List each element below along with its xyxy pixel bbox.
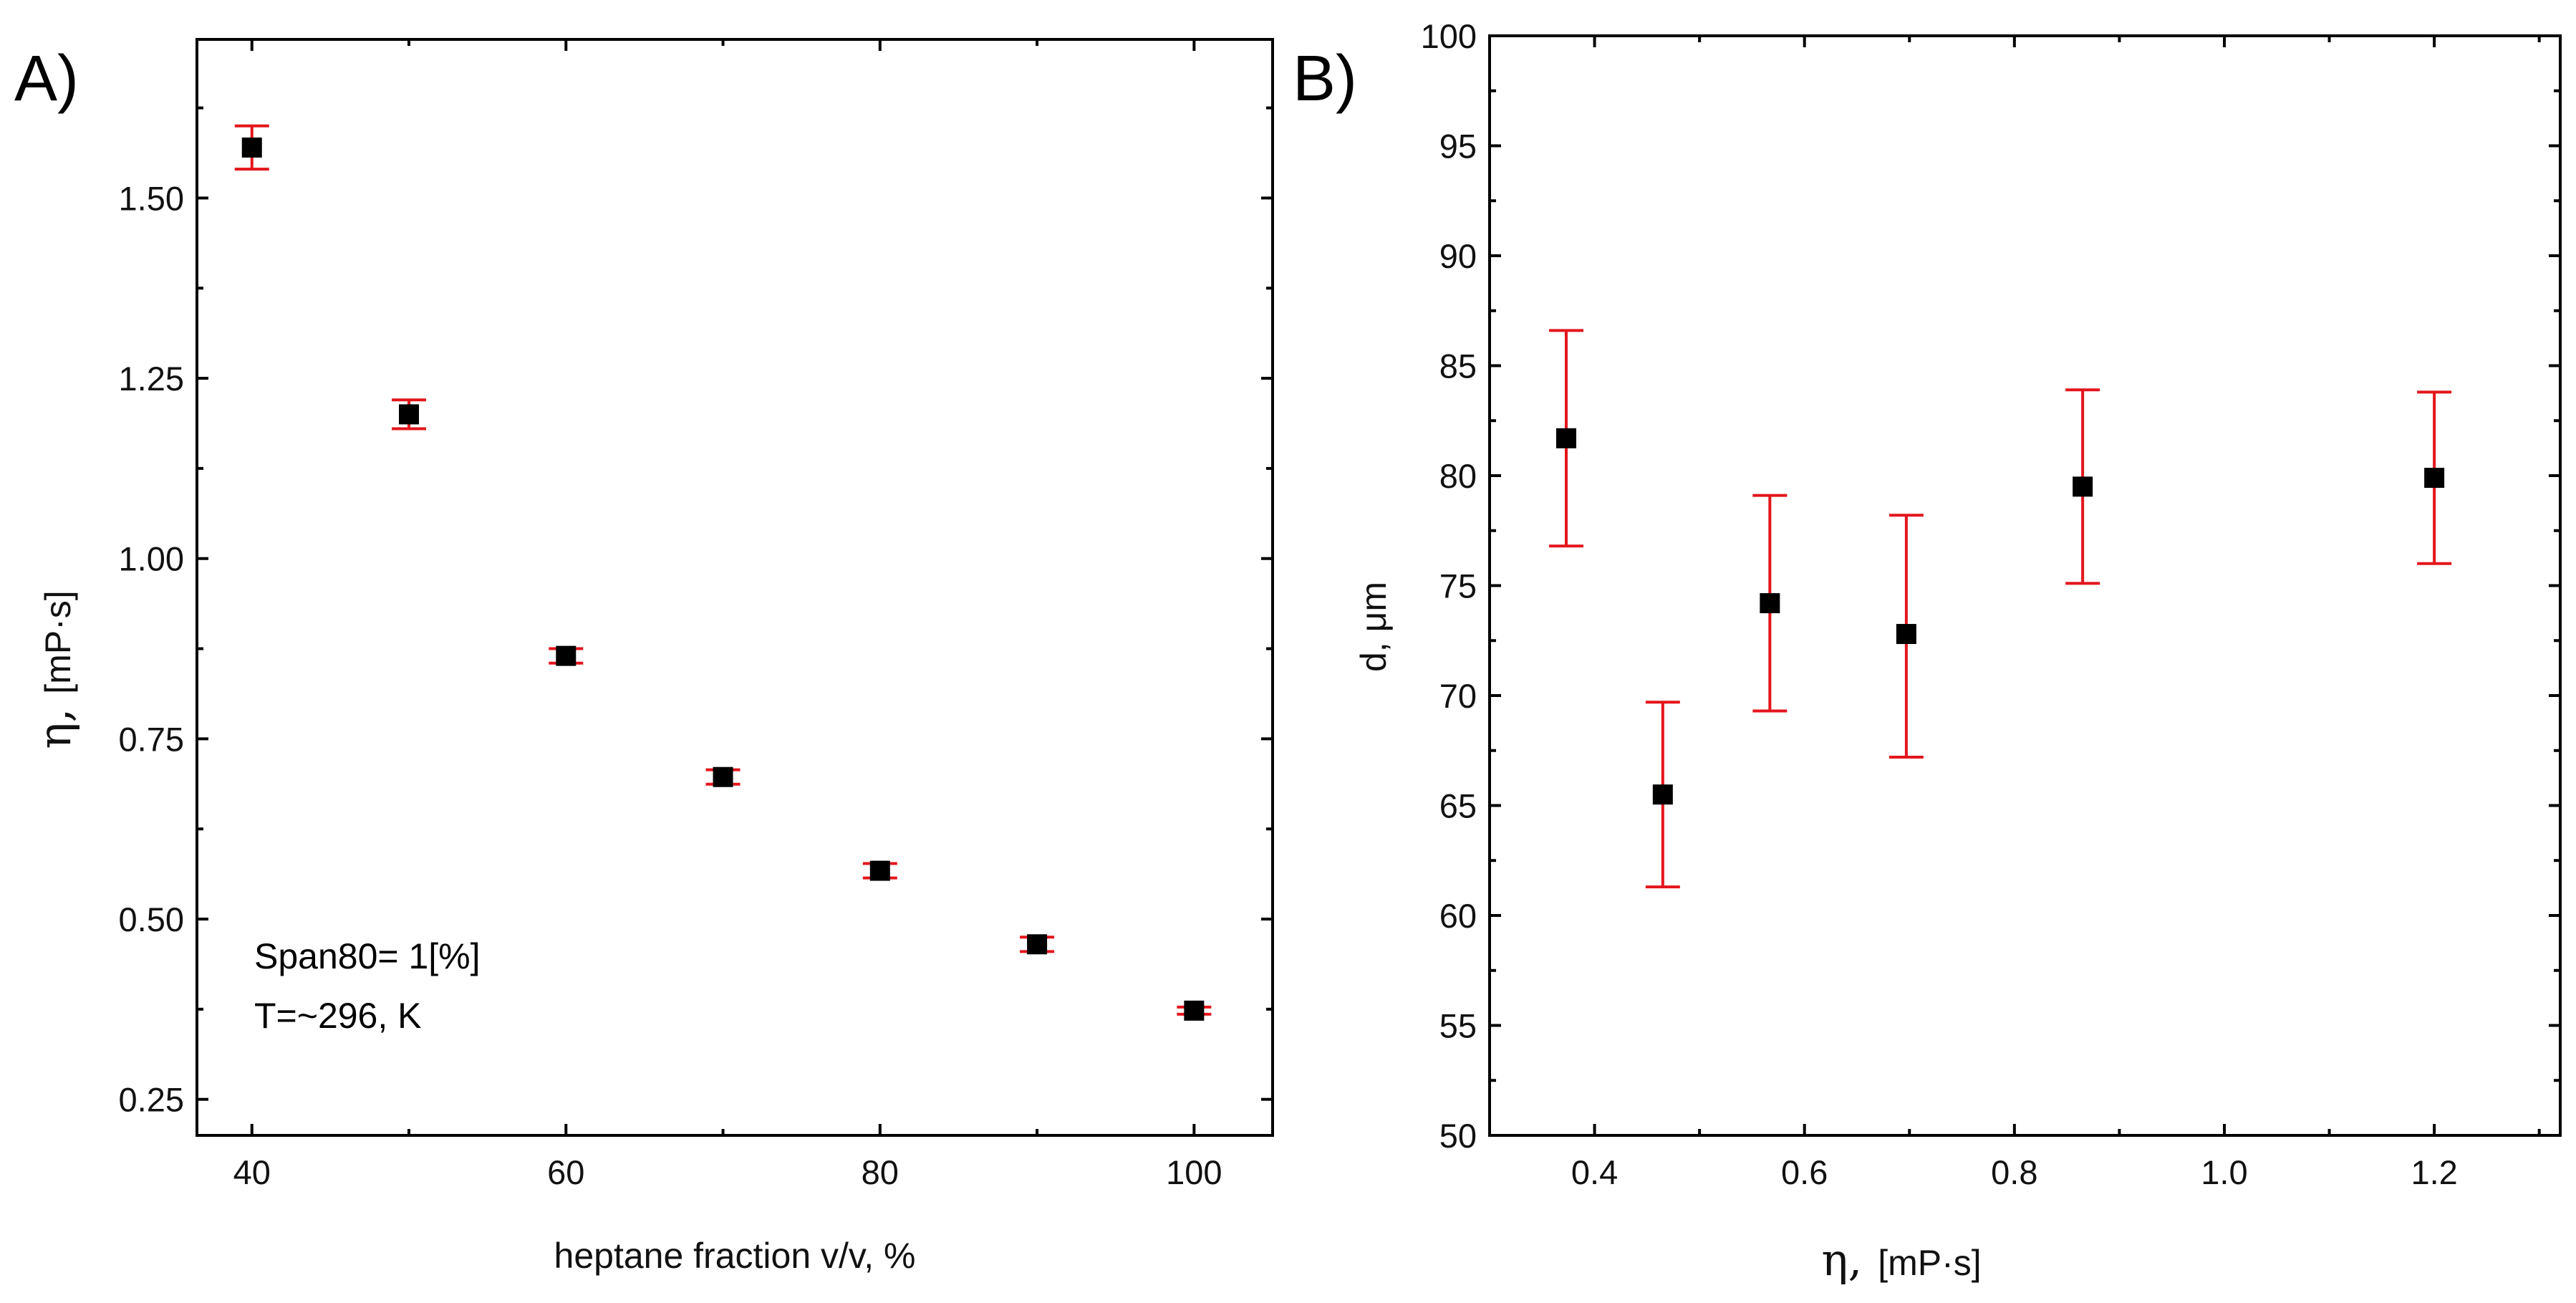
panel-b-y-tick-label: 80 [1439, 457, 1477, 495]
panel-a-y-tick-label: 1.00 [119, 540, 184, 578]
panel-b-y-tick-label: 95 [1439, 128, 1477, 165]
panel-a-data-point [556, 645, 577, 666]
svg-text:η,[mP·s]: η, [mP·s] [29, 590, 81, 749]
panel-b-x-tick-label: 1.0 [2201, 1153, 2247, 1191]
panel-a-data-point [1184, 1000, 1205, 1021]
panel-b-plot-frame [1488, 34, 2562, 1137]
panel-b-data-point [1555, 428, 1576, 448]
panel-b-x-tick-label: 1.2 [2411, 1153, 2457, 1191]
panel-a-x-tick-label: 40 [233, 1153, 271, 1191]
panel-b-data-point [1760, 593, 1780, 614]
panel-b-data-point [2073, 476, 2093, 497]
panel-b-y-tick-label: 65 [1439, 787, 1477, 825]
panel-b-x-tick-label: 0.8 [1991, 1153, 2037, 1191]
panel-b-y-tick-label: 75 [1439, 567, 1477, 605]
panel-b-ticks: 0.4 0.6 0.8 1.0 1.2 50 55 60 65 70 75 80 85 90 95 100 [1421, 17, 2560, 1191]
panel-a-y-tick-label: 0.75 [119, 720, 184, 758]
panel-b-error-bars [1548, 329, 2452, 889]
panel-a: A) 40 60 80 100 0.25 0.50 0.75 1.00 1.25 1.50 hep… [14, 38, 1274, 1276]
panel-a-y-axis-symbol: η, [29, 708, 81, 749]
panel-a-data-point [713, 766, 733, 787]
panel-a-y-tick-label: 1.25 [119, 360, 184, 398]
svg-text:d, μm: d, μm [1354, 582, 1394, 672]
panel-a-x-tick-label: 60 [547, 1153, 584, 1191]
panel-b-y-tick-label: 70 [1439, 677, 1477, 715]
panel-a-x-tick-label: 100 [1166, 1153, 1222, 1191]
panel-b-y-tick-label: 85 [1439, 347, 1477, 385]
panel-a-x-tick-label: 80 [862, 1153, 899, 1191]
panel-a-error-bars [234, 124, 1212, 1016]
panel-b-data-point [1896, 624, 1916, 645]
annotation-span80: Span80= 1[%] [254, 936, 481, 976]
panel-b-y-tick-label: 90 [1439, 237, 1477, 275]
panel-a-data-point [869, 860, 890, 881]
panel-a-y-axis-label: η, [mP·s] [29, 590, 81, 749]
panel-a-y-tick-label: 1.50 [119, 179, 184, 217]
panel-b: B) 0.4 0.6 0.8 1.0 1.2 50 55 60 65 70 75 80 85 90 95 10… [1293, 17, 2562, 1286]
panel-a-x-axis-label: heptane fraction v/v, % [554, 1236, 916, 1276]
panel-a-data-point [241, 137, 262, 158]
panel-b-data-point [1652, 784, 1673, 805]
panel-b-y-tick-label: 100 [1421, 17, 1477, 55]
panel-a-data-point [399, 404, 420, 425]
annotation-temperature: T=~296, K [254, 996, 422, 1036]
panel-b-label: B) [1293, 43, 1357, 115]
panel-a-y-tick-label: 0.50 [119, 900, 184, 938]
panel-a-y-axis-unit: [mP·s] [38, 590, 78, 693]
panel-a-points [241, 137, 1205, 1021]
panel-a-plot-frame [196, 38, 1274, 1137]
panel-b-x-tick-label: 0.4 [1571, 1153, 1618, 1191]
panel-b-x-axis-label: η, [mP·s] [1821, 1234, 1981, 1286]
panel-b-y-tick-label: 55 [1439, 1007, 1477, 1045]
panel-a-data-point [1027, 934, 1048, 955]
panel-b-y-tick-label: 50 [1439, 1117, 1477, 1155]
panel-a-label: A) [14, 43, 79, 115]
panel-b-data-point [2424, 468, 2445, 489]
panel-b-y-axis-label: d, μm [1354, 582, 1394, 672]
panel-a-y-tick-label: 0.25 [119, 1081, 184, 1119]
panel-a-ticks: 40 60 80 100 0.25 0.50 0.75 1.00 1.25 1.50 [119, 39, 1273, 1191]
panel-b-x-tick-label: 0.6 [1781, 1153, 1828, 1191]
panel-b-x-axis-symbol: η, [1821, 1234, 1862, 1286]
panel-b-points [1555, 428, 2445, 805]
panel-b-y-tick-label: 60 [1439, 897, 1477, 935]
panel-b-x-axis-unit: [mP·s] [1878, 1243, 1981, 1283]
